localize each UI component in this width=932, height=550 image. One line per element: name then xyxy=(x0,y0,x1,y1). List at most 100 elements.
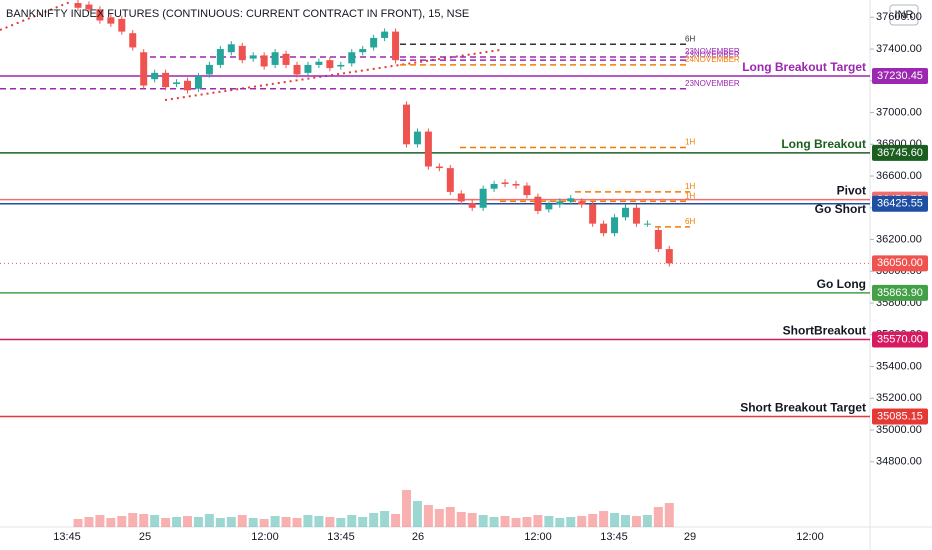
candle-body xyxy=(359,49,367,53)
level-name: Short Breakout Target xyxy=(740,401,866,415)
volume-bar xyxy=(215,518,225,527)
volume-bar xyxy=(402,490,411,527)
annotation-label: 6H xyxy=(685,217,695,226)
candle-body xyxy=(600,223,608,234)
volume-bar xyxy=(478,515,488,527)
volume-bar xyxy=(95,515,105,527)
candle-body xyxy=(457,193,465,202)
volume-bar xyxy=(325,517,335,527)
candle-body xyxy=(468,203,476,208)
candle-body xyxy=(271,52,279,65)
volume-bar xyxy=(150,515,160,527)
x-tick-label: 12:00 xyxy=(796,531,824,543)
volume-bar xyxy=(412,501,422,527)
y-tick-label: 37000.00 xyxy=(876,106,922,118)
chart-title: BANKNIFTY INDEX FUTURES (CONTINUOUS: CUR… xyxy=(6,8,469,20)
currency-button[interactable] xyxy=(889,4,919,26)
y-tick-label: 37400.00 xyxy=(876,43,922,55)
annotation-label: 23NOVEMBER xyxy=(685,79,740,88)
candle-body xyxy=(446,168,454,192)
candle-body xyxy=(424,131,432,167)
candle-body xyxy=(173,82,181,84)
y-tick-label: 34800.00 xyxy=(876,456,922,468)
price-box-label: 36050.00 xyxy=(877,257,923,269)
candle-body xyxy=(370,37,378,48)
volume-bar xyxy=(336,518,346,527)
candle-body xyxy=(501,182,509,184)
candle-body xyxy=(315,61,323,65)
candle-body xyxy=(611,217,619,234)
volume-bar xyxy=(434,509,444,527)
volume-bar xyxy=(380,511,390,527)
volume-bar xyxy=(631,516,641,527)
volume-bar xyxy=(511,518,521,527)
candle-body xyxy=(205,64,213,75)
candle-body xyxy=(238,45,246,61)
y-tick-label: 35400.00 xyxy=(876,360,922,372)
volume-bar xyxy=(204,514,214,527)
candle-body xyxy=(545,204,553,210)
volume-bar xyxy=(259,519,269,527)
candle-body xyxy=(479,188,487,208)
candle-body xyxy=(392,31,400,61)
price-box xyxy=(872,144,928,161)
annotation-label: 1H xyxy=(685,192,695,201)
candle-body xyxy=(118,18,126,32)
price-box xyxy=(872,67,928,84)
volume-bar xyxy=(248,518,258,527)
candle-body xyxy=(304,64,312,73)
volume-bar xyxy=(566,517,576,527)
volume-bar xyxy=(456,512,466,527)
candle-body xyxy=(654,230,662,250)
volume-bar xyxy=(193,517,203,527)
candle-body xyxy=(534,196,542,211)
volume-bar xyxy=(106,518,116,527)
candle-body xyxy=(578,201,586,205)
candle-body xyxy=(665,249,673,264)
volume-bar xyxy=(226,517,236,527)
volume-bar xyxy=(610,513,620,527)
candle-body xyxy=(643,223,651,225)
volume-bar xyxy=(664,503,674,527)
level-name: Go Long xyxy=(817,277,866,291)
trend-line xyxy=(0,1,71,31)
price-box xyxy=(872,284,928,301)
volume-bar xyxy=(423,505,433,527)
candle-body xyxy=(567,198,575,202)
price-box-label: 35570.00 xyxy=(877,333,923,345)
annotation-label: 23NOVEMBER xyxy=(685,47,740,56)
trend-line xyxy=(164,49,501,101)
volume-bar xyxy=(128,513,138,527)
level-name: Long Breakout Target xyxy=(742,60,866,74)
candle-body xyxy=(96,9,104,21)
candle-body xyxy=(260,55,268,67)
candle-body xyxy=(348,52,356,64)
volume-bar xyxy=(303,515,313,527)
y-tick-label: 35000.00 xyxy=(876,424,922,436)
candle-body xyxy=(85,4,93,10)
volume-bar xyxy=(489,517,499,527)
volume-bar xyxy=(314,516,324,527)
volume-bar xyxy=(653,507,663,527)
candle-body xyxy=(216,49,224,65)
candle-body xyxy=(523,185,531,196)
price-box xyxy=(872,195,928,212)
price-box-label: 36745.60 xyxy=(877,147,923,159)
price-box xyxy=(872,255,928,272)
candle-body xyxy=(622,207,629,218)
volume-bar xyxy=(172,517,182,527)
price-box xyxy=(872,408,928,425)
volume-bar xyxy=(237,515,247,527)
volume-bar xyxy=(642,515,652,527)
x-tick-label: 12:00 xyxy=(251,531,279,543)
currency-label[interactable]: INR xyxy=(895,9,914,21)
level-name: Go Short xyxy=(815,202,866,216)
candle-body xyxy=(556,201,564,205)
candle-body xyxy=(589,204,597,224)
volume-bar xyxy=(358,517,368,527)
volume-bar xyxy=(621,515,630,527)
price-box-label: 36425.55 xyxy=(877,198,923,210)
price-box-label: 35085.15 xyxy=(877,410,923,422)
volume-bar xyxy=(183,516,192,527)
